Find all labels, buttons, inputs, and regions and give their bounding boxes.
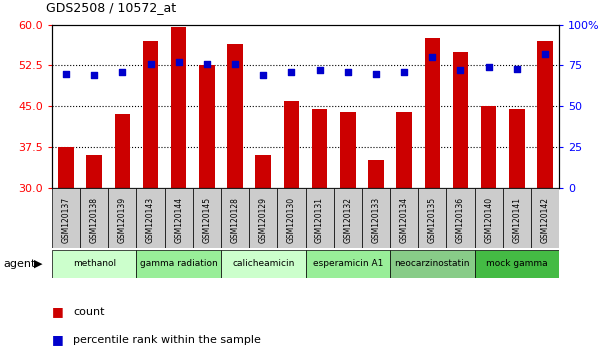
- Text: GSM120138: GSM120138: [90, 197, 99, 242]
- Point: [61, 71, 71, 76]
- Text: GSM120144: GSM120144: [174, 197, 183, 243]
- Text: percentile rank within the sample: percentile rank within the sample: [73, 335, 261, 345]
- Bar: [221, 250, 306, 278]
- Point: [315, 68, 324, 73]
- Bar: [80, 188, 108, 248]
- Bar: [136, 250, 221, 278]
- Bar: [447, 188, 475, 248]
- Text: GSM120135: GSM120135: [428, 197, 437, 243]
- Text: GSM120131: GSM120131: [315, 197, 324, 242]
- Bar: [227, 44, 243, 350]
- Bar: [143, 41, 158, 350]
- Text: GSM120128: GSM120128: [230, 197, 240, 242]
- Point: [117, 69, 127, 75]
- Text: gamma radiation: gamma radiation: [140, 259, 218, 268]
- Bar: [249, 188, 277, 248]
- Point: [512, 66, 522, 72]
- Text: GSM120137: GSM120137: [62, 197, 70, 243]
- Bar: [284, 101, 299, 350]
- Text: GSM120134: GSM120134: [400, 197, 409, 243]
- Bar: [368, 160, 384, 350]
- Bar: [362, 188, 390, 248]
- Text: GSM120140: GSM120140: [484, 197, 493, 243]
- Text: calicheamicin: calicheamicin: [232, 259, 295, 268]
- Bar: [390, 188, 418, 248]
- Point: [258, 73, 268, 78]
- Point: [287, 69, 296, 75]
- Bar: [390, 250, 475, 278]
- Text: ■: ■: [52, 305, 64, 318]
- Bar: [475, 250, 559, 278]
- Bar: [164, 188, 193, 248]
- Point: [202, 61, 212, 67]
- Bar: [509, 109, 525, 350]
- Bar: [255, 155, 271, 350]
- Point: [540, 51, 550, 57]
- Text: GSM120136: GSM120136: [456, 197, 465, 243]
- Bar: [136, 188, 164, 248]
- Text: neocarzinostatin: neocarzinostatin: [395, 259, 470, 268]
- Text: agent: agent: [3, 259, 35, 269]
- Text: GSM120145: GSM120145: [202, 197, 211, 243]
- Bar: [58, 147, 74, 350]
- Bar: [312, 109, 327, 350]
- Bar: [537, 41, 553, 350]
- Bar: [171, 28, 186, 350]
- Point: [371, 71, 381, 76]
- Bar: [418, 188, 447, 248]
- Bar: [397, 112, 412, 350]
- Bar: [306, 188, 334, 248]
- Text: GSM120129: GSM120129: [258, 197, 268, 242]
- Text: GSM120130: GSM120130: [287, 197, 296, 243]
- Point: [230, 61, 240, 67]
- Bar: [340, 112, 356, 350]
- Bar: [475, 188, 503, 248]
- Point: [456, 68, 466, 73]
- Bar: [193, 188, 221, 248]
- Bar: [503, 188, 531, 248]
- Point: [484, 64, 494, 70]
- Bar: [221, 188, 249, 248]
- Text: count: count: [73, 307, 105, 316]
- Point: [343, 69, 353, 75]
- Bar: [115, 114, 130, 350]
- Text: GSM120132: GSM120132: [343, 197, 353, 242]
- Bar: [108, 188, 136, 248]
- Point: [89, 73, 99, 78]
- Text: GSM120133: GSM120133: [371, 197, 381, 243]
- Text: GSM120141: GSM120141: [512, 197, 521, 242]
- Point: [145, 61, 155, 67]
- Bar: [306, 250, 390, 278]
- Text: methanol: methanol: [73, 259, 115, 268]
- Bar: [531, 188, 559, 248]
- Text: esperamicin A1: esperamicin A1: [313, 259, 383, 268]
- Text: GSM120142: GSM120142: [541, 197, 549, 242]
- Bar: [52, 250, 136, 278]
- Bar: [277, 188, 306, 248]
- Bar: [52, 188, 80, 248]
- Point: [428, 55, 437, 60]
- Text: GSM120143: GSM120143: [146, 197, 155, 243]
- Bar: [425, 38, 440, 350]
- Bar: [334, 188, 362, 248]
- Bar: [86, 155, 102, 350]
- Bar: [481, 106, 496, 350]
- Point: [399, 69, 409, 75]
- Text: ▶: ▶: [34, 259, 42, 269]
- Text: GSM120139: GSM120139: [118, 197, 127, 243]
- Bar: [453, 52, 468, 350]
- Point: [174, 59, 184, 65]
- Text: GDS2508 / 10572_at: GDS2508 / 10572_at: [46, 1, 176, 14]
- Text: ■: ■: [52, 333, 64, 346]
- Bar: [199, 65, 214, 350]
- Text: mock gamma: mock gamma: [486, 259, 547, 268]
